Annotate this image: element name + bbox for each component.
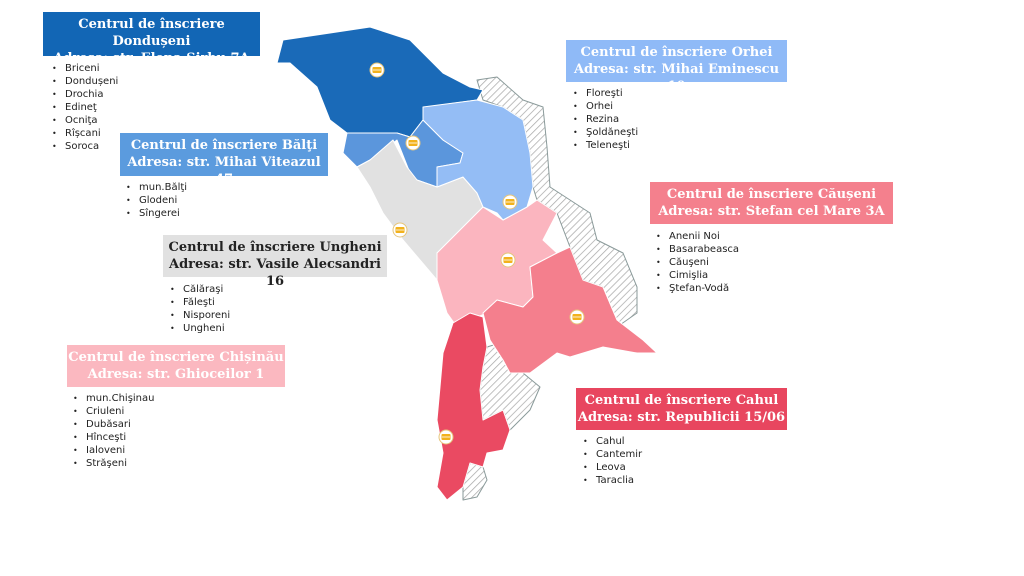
center-address: Adresa: str. Stefan cel Mare 3A [658, 204, 885, 219]
center-address: Adresa: str. Vasile Alecsandri 16 [169, 257, 381, 289]
district-item: Nisporeni [170, 309, 230, 322]
bus-ticket-icon[interactable] [369, 62, 385, 78]
district-list-orhei: FloreştiOrheiRezinaŞoldăneştiTeleneşti [573, 87, 638, 152]
center-title: Centrul de înscriere Bălţi [130, 138, 318, 153]
district-item: Basarabeasca [656, 243, 739, 256]
district-item: Călăraşi [170, 283, 230, 296]
bus-ticket-icon[interactable] [569, 309, 585, 325]
district-item: Ungheni [170, 322, 230, 335]
center-box-cahul: Centrul de înscriere Cahul Adresa: str. R… [576, 388, 787, 430]
center-box-chisinau: Centrul de înscriere Chișinău Adresa: str… [67, 345, 285, 387]
district-list-chisinau: mun.ChişinauCriuleniDubăsariHînceştiIalo… [73, 392, 155, 470]
district-item: Şoldăneşti [573, 126, 638, 139]
district-item: Cantemir [583, 448, 642, 461]
bus-ticket-icon[interactable] [392, 222, 408, 238]
region-causeni[interactable] [482, 246, 658, 374]
district-item: Rezina [573, 113, 638, 126]
district-item: Taraclia [583, 474, 642, 487]
center-title: Centrul de înscriere Chișinău [68, 350, 284, 365]
district-item: Ocniţa [52, 114, 118, 127]
center-box-balti: Centrul de înscriere Bălţi Adresa: str. M… [120, 133, 328, 187]
district-item: Hînceşti [73, 431, 155, 444]
center-title: Centrul de înscriere Căușeni [666, 187, 877, 202]
district-item: Cimişlia [656, 269, 739, 282]
center-title: Centrul de înscriere Cahul [584, 393, 779, 408]
district-item: Dubăsari [73, 418, 155, 431]
district-list-causeni: Anenii NoiBasarabeascaCăuşeniCimişliaŞte… [656, 230, 739, 295]
center-address: Adresa: str. Republicii 15/06 [577, 410, 786, 425]
center-address: Adresa: str. Mihai Viteazul 47 [127, 155, 321, 187]
center-title: Centrul de înscriere Ungheni [168, 240, 382, 255]
region-cahul[interactable] [436, 312, 511, 501]
district-item: Orhei [573, 100, 638, 113]
bus-ticket-icon[interactable] [405, 135, 421, 151]
center-box-ungheni: Centrul de înscriere Ungheni Adresa: str.… [163, 235, 387, 289]
district-item: Drochia [52, 88, 118, 101]
district-item: Rîșcani [52, 127, 118, 140]
district-item: mun.Chişinau [73, 392, 155, 405]
district-item: Ialoveni [73, 444, 155, 457]
district-item: Ştefan-Vodă [656, 282, 739, 295]
district-item: Glodeni [126, 194, 187, 207]
district-list-donduseni: BriceniDondușeniDrochiaEdineţOcniţaRîșca… [52, 62, 118, 153]
center-address: Adresa: str. Ghioceilor 1 [87, 367, 265, 382]
bus-ticket-icon[interactable] [438, 429, 454, 445]
district-item: Dondușeni [52, 75, 118, 88]
district-item: Soroca [52, 140, 118, 153]
district-item: Criuleni [73, 405, 155, 418]
district-list-cahul: CahulCantemirLeovaTaraclia [583, 435, 642, 487]
district-item: Edineţ [52, 101, 118, 114]
center-box-donduseni: Centrul de înscriere Dondușeni Adresa: st… [43, 12, 260, 66]
district-item: Floreşti [573, 87, 638, 100]
district-item: Teleneşti [573, 139, 638, 152]
center-box-causeni: Centrul de înscriere Căușeni Adresa: str.… [650, 182, 893, 224]
bus-ticket-icon[interactable] [502, 194, 518, 210]
district-item: mun.Bălţi [126, 181, 187, 194]
district-list-ungheni: CălăraşiFăleştiNisporeniUngheni [170, 283, 230, 335]
center-title: Centrul de înscriere Dondușeni [78, 17, 225, 49]
district-item: Căuşeni [656, 256, 739, 269]
district-item: Briceni [52, 62, 118, 75]
district-item: Cahul [583, 435, 642, 448]
bus-ticket-icon[interactable] [500, 252, 516, 268]
district-item: Leova [583, 461, 642, 474]
district-item: Străşeni [73, 457, 155, 470]
center-box-orhei: Centrul de înscriere Orhei Adresa: str. M… [566, 40, 787, 94]
district-list-balti: mun.BălţiGlodeniSîngerei [126, 181, 187, 220]
district-item: Sîngerei [126, 207, 187, 220]
region-orhei[interactable] [422, 99, 534, 221]
district-item: Anenii Noi [656, 230, 739, 243]
center-title: Centrul de înscriere Orhei [580, 45, 773, 60]
district-item: Făleşti [170, 296, 230, 309]
center-address: Adresa: str. Mihai Eminescu 10 [573, 62, 780, 94]
